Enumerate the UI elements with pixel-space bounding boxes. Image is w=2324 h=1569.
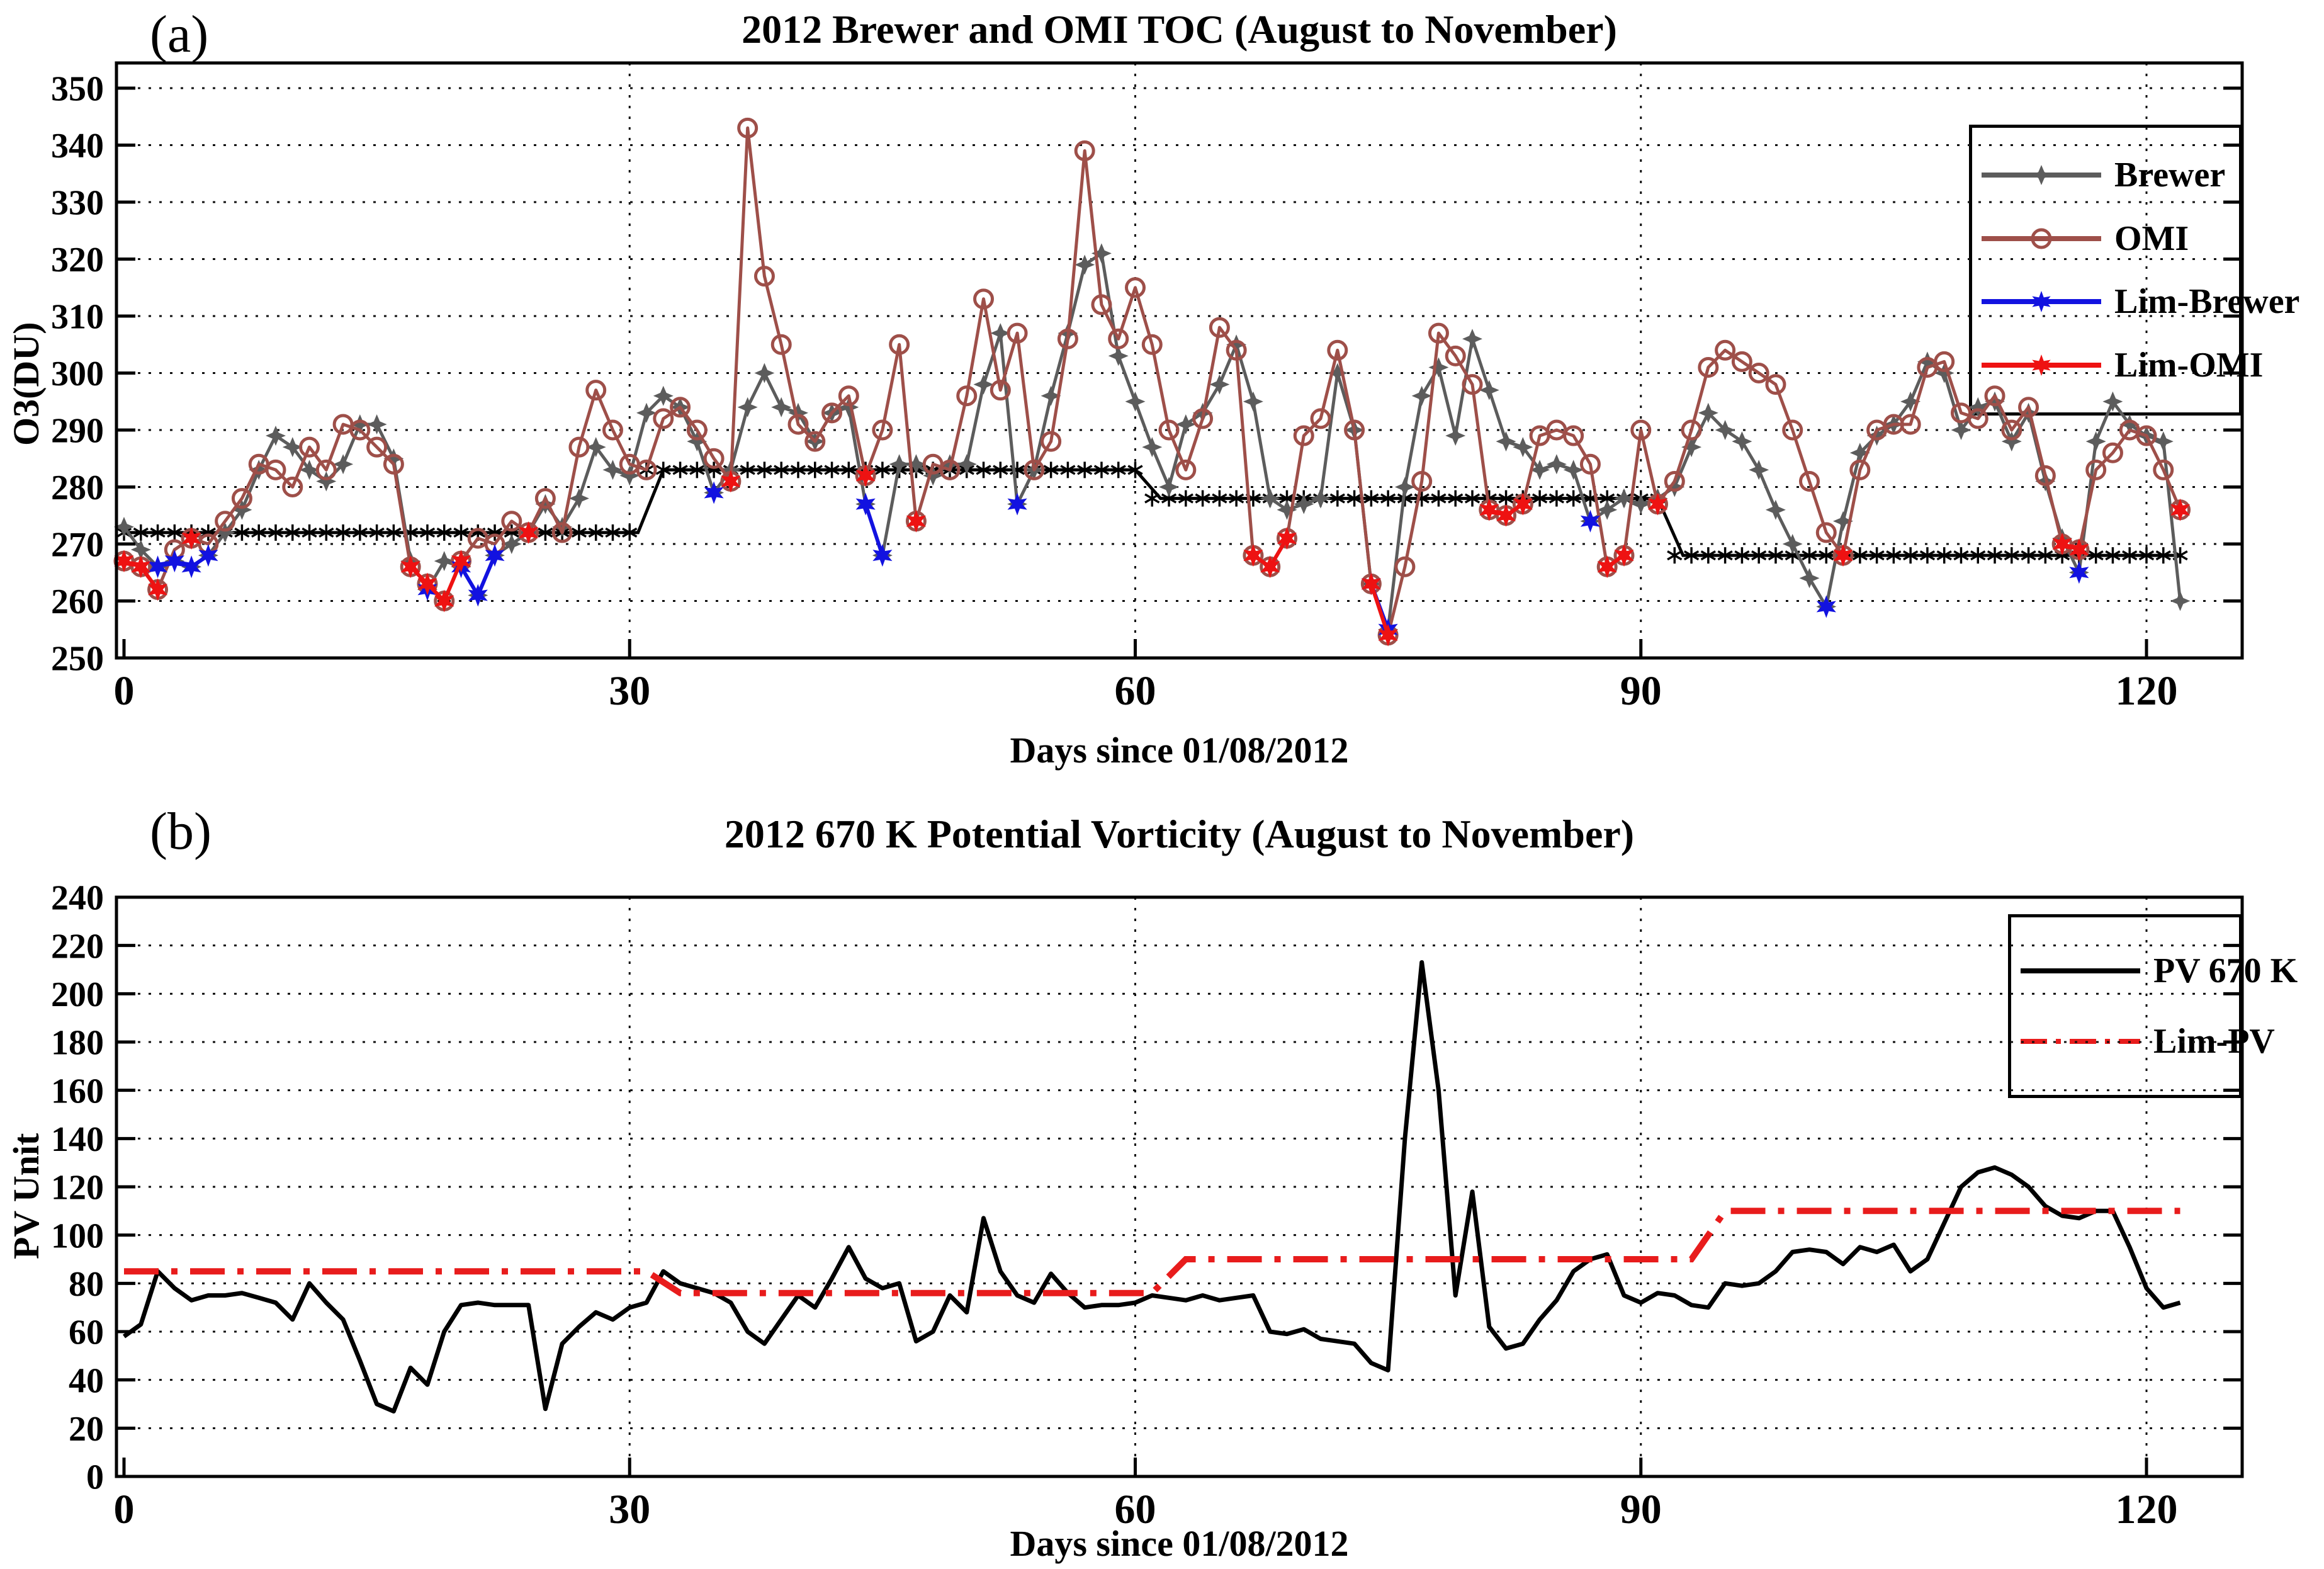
x-tick-label: 90: [1620, 1487, 1662, 1532]
y-tick-label: 160: [51, 1072, 104, 1111]
series-pv-670-k: [122, 960, 2181, 1413]
x-tick-label: 30: [609, 668, 650, 714]
x-tick-label: 30: [609, 1487, 650, 1532]
axes-b: 0 20 40 60 80 100 120 140 160 180 200 220 240 0 30 60 90…: [51, 879, 2244, 1532]
legend-item-omi: OMI: [1978, 218, 2233, 259]
x-tick-label: 120: [2116, 668, 2178, 714]
x-tick-label: 120: [2116, 1487, 2178, 1532]
axes-a: 250 260 270 280 290 300 310 320 330 340 350 0 30 60 90…: [51, 61, 2244, 714]
y-tick-label: 140: [51, 1120, 104, 1159]
y-tick-label: 340: [51, 127, 104, 166]
x-tick-label: 60: [1115, 1487, 1156, 1532]
legend-item-pv-670-k: PV 670 K: [2017, 951, 2298, 991]
legend-sample-pv-670-k-icon: [2021, 968, 2140, 974]
y-tick-label: 250: [51, 640, 104, 679]
grid-b: [116, 897, 2242, 1476]
x-tick-label: 0: [114, 668, 135, 714]
panel-a-title: 2012 Brewer and OMI TOC (August to Novem…: [742, 7, 1617, 52]
y-tick-label: 320: [51, 241, 104, 280]
legend-sample-lim-brewer-icon: [1982, 291, 2101, 313]
legend-label: OMI: [2114, 218, 2189, 258]
legend-sample-brewer-icon: [1982, 164, 2101, 185]
y-tick-label: 60: [69, 1313, 104, 1352]
panel-a-x-axis-label: Days since 01/08/2012: [1010, 730, 1349, 771]
x-tick-label: 90: [1620, 668, 1662, 714]
y-tick-label: 310: [51, 298, 104, 337]
legend-label: Brewer: [2114, 155, 2226, 195]
panel-b-tag: (b): [150, 802, 212, 861]
panel-a-tag: (a): [150, 5, 209, 64]
legend-label: Lim-OMI: [2114, 346, 2264, 385]
y-tick-label: 200: [51, 975, 104, 1014]
y-tick-label: 40: [69, 1361, 104, 1400]
y-tick-label: 240: [51, 879, 104, 918]
legend-sample-omi-icon: [1982, 228, 2101, 249]
y-tick-label: 290: [51, 412, 104, 451]
panel-b-title: 2012 670 K Potential Vorticity (August t…: [724, 812, 1635, 856]
x-tick-label: 60: [1115, 668, 1156, 714]
legend-sample-lim-omi-icon: [1982, 354, 2101, 377]
y-tick-label: 300: [51, 354, 104, 394]
y-tick-label: 180: [51, 1024, 104, 1063]
y-tick-label: 270: [51, 526, 104, 565]
y-tick-label: 330: [51, 184, 104, 223]
y-tick-label: 220: [51, 927, 104, 966]
legend-item-lim-omi: Lim-OMI: [1978, 345, 2263, 385]
y-tick-label: 260: [51, 582, 104, 621]
panel-b-x-axis-label: Days since 01/08/2012: [1010, 1523, 1349, 1564]
series-lim-pv: [124, 1208, 2180, 1296]
y-tick-label: 100: [51, 1216, 104, 1255]
y-tick-label: 280: [51, 468, 104, 507]
legend-sample-lim-pv-icon: [2021, 1038, 2140, 1044]
y-tick-label: 80: [69, 1265, 104, 1304]
legend-item-lim-brewer: Lim-Brewer: [1978, 281, 2299, 322]
y-tick-label: 350: [51, 70, 104, 109]
y-tick-label: 120: [51, 1169, 104, 1208]
y-tick-label: 0: [86, 1458, 104, 1497]
legend-item-brewer: Brewer: [1978, 155, 2233, 195]
legend-label: Lim-Brewer: [2114, 282, 2300, 322]
x-tick-label: 0: [114, 1487, 135, 1532]
legend-label: PV 670 K: [2153, 951, 2298, 991]
y-tick-label: 20: [69, 1410, 104, 1449]
series-lim-omi: [114, 464, 2191, 647]
